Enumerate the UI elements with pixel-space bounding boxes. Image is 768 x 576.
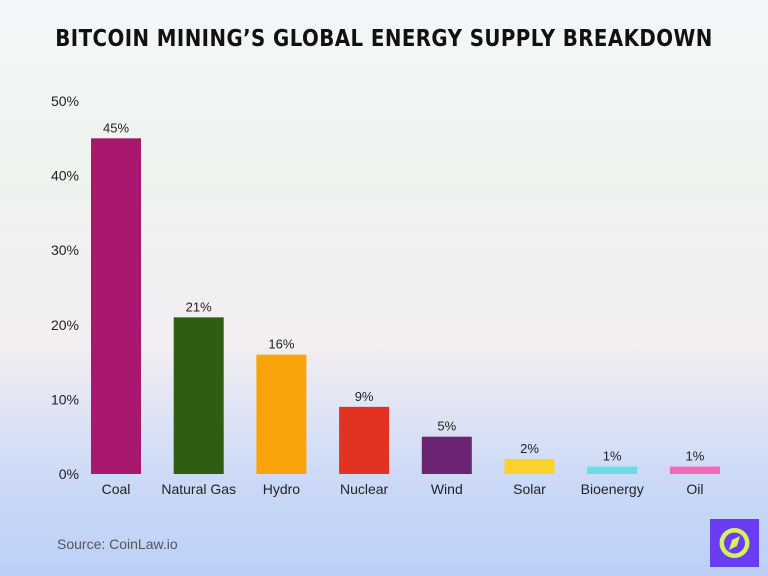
compass-icon xyxy=(719,528,750,558)
chart-title: Bitcoin Mining’s Global Energy Supply Br… xyxy=(55,26,713,52)
x-tick-label: Nuclear xyxy=(340,481,389,497)
y-tick-label: 30% xyxy=(51,242,79,258)
data-label: 21% xyxy=(186,299,212,314)
bar-wind xyxy=(421,436,472,474)
bar-bioenergy xyxy=(587,466,638,474)
data-label: 1% xyxy=(603,449,622,464)
x-tick-label: Hydro xyxy=(263,481,301,497)
x-tick-label: Coal xyxy=(102,481,131,497)
y-tick-label: 20% xyxy=(51,317,79,333)
x-tick-label: Solar xyxy=(513,481,546,497)
x-tick-label: Bioenergy xyxy=(581,481,644,497)
logo xyxy=(710,519,759,567)
source-note: Source: CoinLaw.io xyxy=(57,536,178,552)
bar-natural-gas xyxy=(173,317,224,474)
y-tick-label: 0% xyxy=(59,466,79,482)
y-tick-label: 40% xyxy=(51,168,79,184)
y-tick-label: 10% xyxy=(51,391,79,407)
data-label: 45% xyxy=(103,120,129,135)
data-label: 9% xyxy=(355,389,374,404)
x-tick-label: Natural Gas xyxy=(161,481,236,497)
data-label: 2% xyxy=(520,441,539,456)
data-label: 16% xyxy=(268,337,294,352)
bar-nuclear xyxy=(339,406,390,474)
bar-coal xyxy=(91,138,141,475)
bar-solar xyxy=(504,459,555,474)
data-label: 5% xyxy=(437,419,456,434)
y-tick-label: 50% xyxy=(51,93,79,109)
data-label: 1% xyxy=(686,449,705,464)
x-tick-label: Oil xyxy=(686,481,703,497)
bar-oil xyxy=(669,466,720,474)
x-tick-label: Wind xyxy=(431,481,463,497)
bar-hydro xyxy=(256,354,307,474)
